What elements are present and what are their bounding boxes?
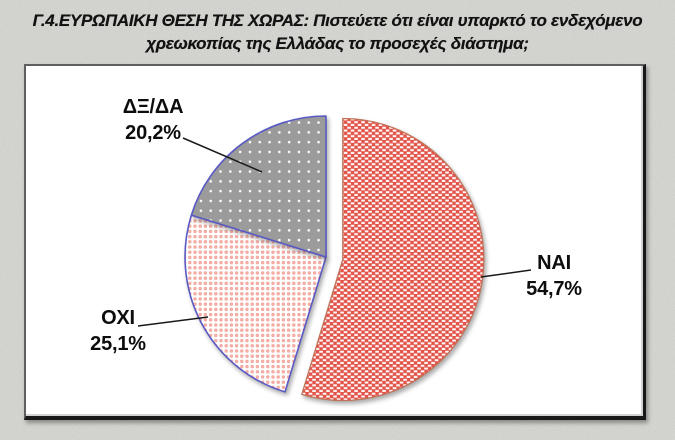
slice-label-dxda: ΔΞ/ΔΑ 20,2% [88,94,218,146]
slice-label-nai: ΝΑΙ 54,7% [489,250,619,302]
slice-name-dxda: ΔΞ/ΔΑ [122,96,184,118]
slice-value-nai: 54,7% [526,278,582,300]
figure-title-line-2: χρεωκοπίας της Ελλάδας το προσεχές διάστ… [146,34,529,53]
slice-name-oxi: ΟΧΙ [101,307,135,329]
slice-value-oxi: 25,1% [90,333,146,355]
slice-name-nai: ΝΑΙ [537,252,571,274]
figure-title: Γ.4.ΕΥΡΩΠΑΙΚΗ ΘΕΣΗ ΤΗΣ ΧΩΡΑΣ: Πιστεύετε … [10,9,665,55]
figure-title-line-1: Γ.4.ΕΥΡΩΠΑΙΚΗ ΘΕΣΗ ΤΗΣ ΧΩΡΑΣ: Πιστεύετε … [32,11,643,30]
slice-label-oxi: ΟΧΙ 25,1% [53,305,183,357]
slice-value-dxda: 20,2% [125,122,181,144]
